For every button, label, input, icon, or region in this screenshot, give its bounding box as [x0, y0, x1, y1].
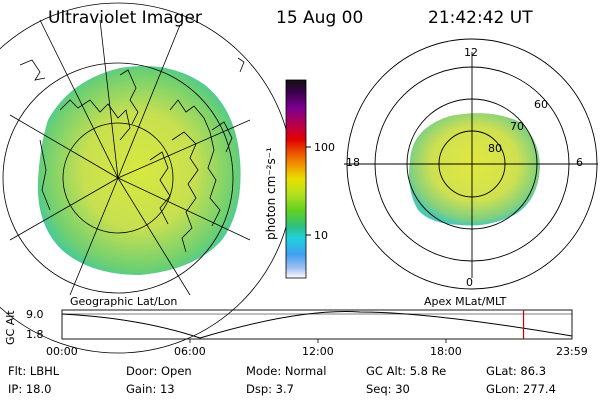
mlat-label-70: 70: [510, 120, 524, 133]
status-seq: Seq: 30: [366, 382, 410, 396]
colorbar: [285, 79, 311, 279]
status-ip: IP: 18.0: [8, 382, 52, 396]
colorbar-tick-10: 10: [314, 229, 328, 242]
status-glon: GLon: 277.4: [486, 382, 556, 396]
mlat-label-80: 80: [488, 142, 502, 155]
altitude-ytick-high: 9.0: [26, 308, 44, 321]
colorbar-tick-100: 100: [314, 141, 335, 154]
geographic-map: [0, 2, 294, 354]
mlt-label-0: 0: [466, 276, 473, 289]
altitude-ytick-low: 1.8: [26, 328, 44, 341]
geographic-map-label: Geographic Lat/Lon: [70, 295, 178, 308]
status-gain: Gain: 13: [126, 382, 175, 396]
time-tick-2359: 23:59: [556, 345, 588, 358]
mlat-label-60: 60: [534, 98, 548, 111]
altitude-plot: [61, 309, 573, 343]
time-tick-0000: 00:00: [46, 345, 78, 358]
mlt-label-12: 12: [464, 46, 478, 59]
mlat-mlt-polar-plot: [344, 38, 598, 290]
time-tick-1200: 12:00: [302, 345, 334, 358]
status-glat: GLat: 86.3: [486, 364, 547, 378]
colorbar-unit-label: photon cm⁻²s⁻¹: [264, 147, 278, 240]
status-filter: Flt: LBHL: [8, 364, 60, 378]
time-tick-0600: 06:00: [174, 345, 206, 358]
status-mode: Mode: Normal: [246, 364, 327, 378]
apex-map-label: Apex MLat/MLT: [424, 295, 507, 308]
status-dsp: Dsp: 3.7: [246, 382, 294, 396]
instrument-title: Ultraviolet Imager: [48, 8, 202, 28]
altitude-axis-label: GC Alt: [4, 310, 17, 345]
meridians: [9, 19, 251, 296]
auroral-oval: [409, 113, 540, 226]
observation-time: 21:42:42 UT: [428, 8, 533, 28]
observation-date: 15 Aug 00: [276, 8, 364, 28]
auroral-emission-region: [37, 66, 241, 275]
status-door: Door: Open: [126, 364, 192, 378]
time-tick-1800: 18:00: [430, 345, 462, 358]
coastlines: [19, 57, 245, 253]
mlt-label-6: 6: [576, 156, 583, 169]
status-gc-altitude: GC Alt: 5.8 Re: [366, 364, 447, 378]
mlt-label-18: 18: [346, 156, 360, 169]
